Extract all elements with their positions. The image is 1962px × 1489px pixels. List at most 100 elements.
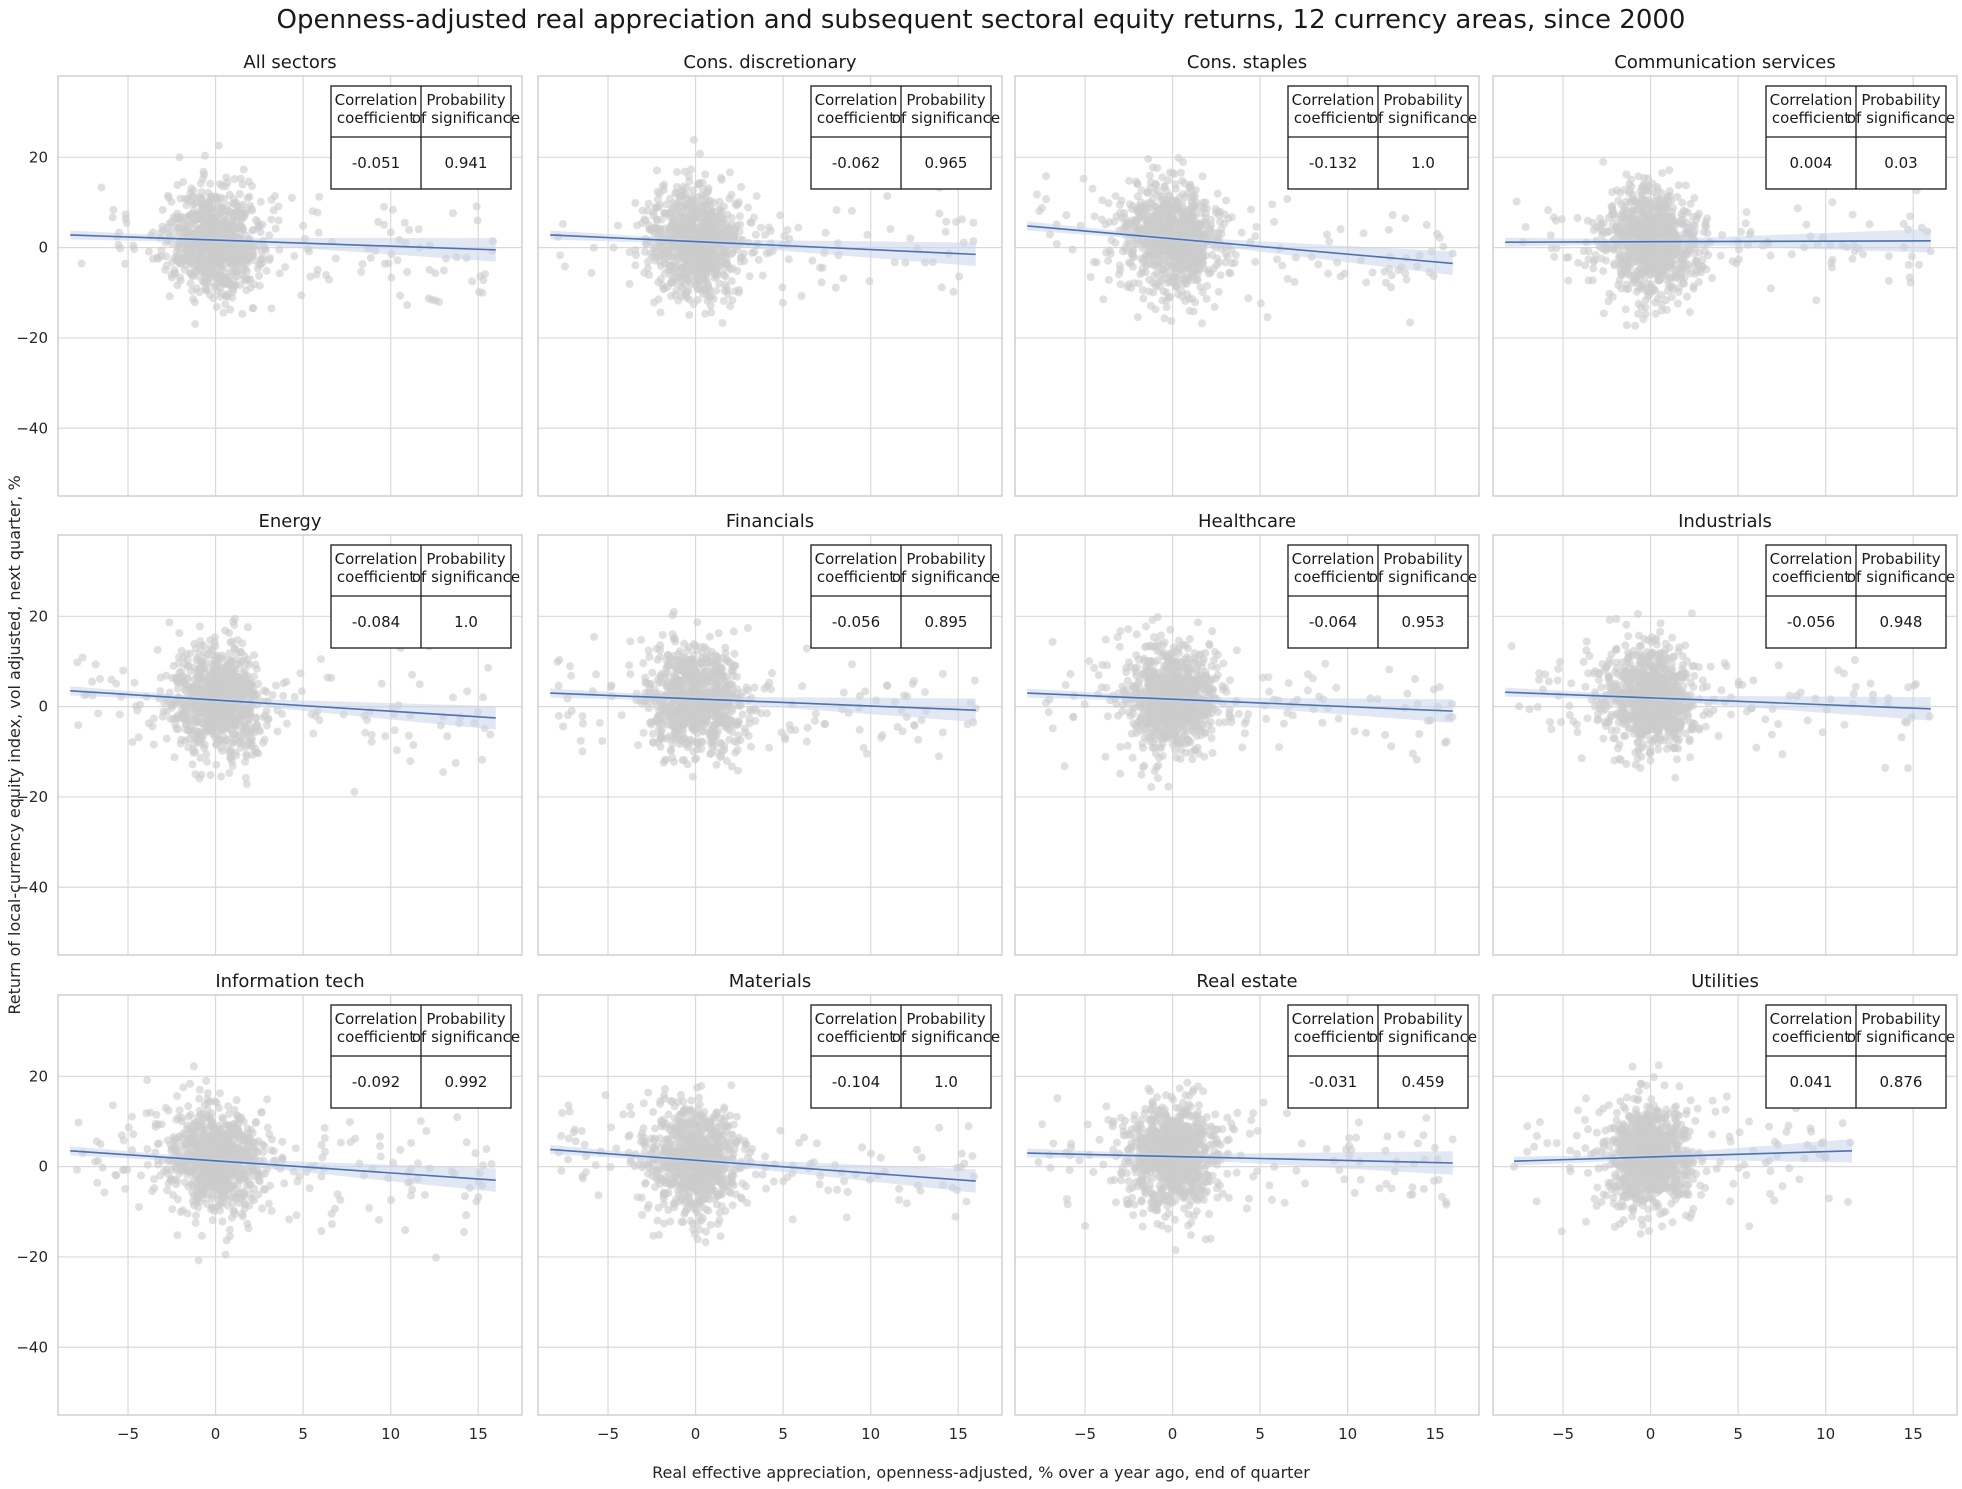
data-point <box>449 693 458 702</box>
data-point <box>476 272 485 281</box>
data-point <box>883 192 892 201</box>
data-point <box>306 272 315 281</box>
data-point <box>1388 210 1397 219</box>
data-point <box>275 245 284 254</box>
data-point <box>404 731 413 740</box>
data-point <box>723 210 732 219</box>
data-point <box>115 710 124 719</box>
data-point <box>1622 321 1631 330</box>
table-header: coefficient <box>1294 109 1372 127</box>
data-point <box>197 188 206 197</box>
data-point <box>1624 221 1633 230</box>
data-point <box>712 760 721 769</box>
data-point <box>178 224 187 233</box>
significance-value: 0.03 <box>1884 154 1917 172</box>
data-point <box>820 720 829 729</box>
data-point <box>179 679 188 688</box>
data-point <box>299 221 308 230</box>
data-point <box>652 166 661 175</box>
data-point <box>1703 214 1712 223</box>
data-point <box>206 771 215 780</box>
data-point <box>114 240 123 249</box>
data-point <box>1904 260 1913 269</box>
data-point <box>226 754 235 763</box>
data-point <box>414 225 423 234</box>
data-point <box>676 191 685 200</box>
panel-title: Communication services <box>1614 52 1835 73</box>
data-point <box>1151 279 1160 288</box>
data-point <box>1708 274 1717 283</box>
data-point <box>758 271 767 280</box>
data-point <box>640 268 649 277</box>
data-point <box>1599 219 1608 228</box>
data-point <box>693 295 702 304</box>
data-point <box>1191 298 1200 307</box>
data-point <box>205 727 214 736</box>
data-point <box>644 199 653 208</box>
data-point <box>1134 279 1143 288</box>
data-point <box>751 230 760 239</box>
data-point <box>1512 197 1521 206</box>
data-point <box>313 265 322 274</box>
data-point <box>970 676 979 685</box>
data-point <box>1682 250 1691 259</box>
data-point <box>195 622 204 631</box>
data-point <box>1104 256 1113 265</box>
data-point <box>1647 229 1656 238</box>
data-point <box>197 223 206 232</box>
data-point <box>1550 252 1559 261</box>
data-point <box>719 296 728 305</box>
data-point <box>817 278 826 287</box>
data-point <box>747 218 756 227</box>
data-point <box>73 658 82 667</box>
data-point <box>130 245 139 254</box>
data-point <box>1401 214 1410 223</box>
data-point <box>1188 276 1197 285</box>
data-point <box>1214 211 1223 220</box>
data-point <box>331 254 340 263</box>
data-point <box>737 182 746 191</box>
data-point <box>694 284 703 293</box>
data-point <box>1613 226 1622 235</box>
data-point <box>1160 314 1169 323</box>
data-point <box>1616 188 1625 197</box>
data-point <box>1741 219 1750 228</box>
data-point <box>1222 196 1231 205</box>
data-point <box>1189 307 1198 316</box>
data-point <box>209 213 218 222</box>
data-point <box>1639 260 1648 269</box>
data-point <box>1616 210 1625 219</box>
data-point <box>700 226 709 235</box>
data-point <box>1172 198 1181 207</box>
data-point <box>164 193 173 202</box>
table-header: coefficient <box>337 109 415 127</box>
data-point <box>863 230 872 239</box>
data-point <box>589 243 598 252</box>
data-point <box>275 269 284 278</box>
data-point <box>631 261 640 270</box>
data-point <box>1637 247 1646 256</box>
panel-energy: EnergyCorrelationcoefficientProbabilityo… <box>16 511 523 956</box>
data-point <box>239 225 248 234</box>
data-point <box>249 251 258 260</box>
table-header: Probability <box>426 550 505 568</box>
data-point <box>908 679 917 688</box>
data-point <box>121 259 130 268</box>
table-header: coefficient <box>817 109 895 127</box>
data-point <box>221 300 230 309</box>
panel-title: Energy <box>258 511 321 532</box>
data-point <box>1698 255 1707 264</box>
data-point <box>725 735 734 744</box>
data-point <box>652 203 661 212</box>
data-point <box>1180 179 1189 188</box>
panel-title: Cons. staples <box>1187 52 1307 73</box>
data-point <box>1322 230 1331 239</box>
data-point <box>367 737 376 746</box>
data-point <box>723 290 732 299</box>
data-point <box>1551 216 1560 225</box>
data-point <box>1252 222 1261 231</box>
data-point <box>1290 277 1299 286</box>
data-point <box>1175 221 1184 230</box>
data-point <box>686 273 695 282</box>
